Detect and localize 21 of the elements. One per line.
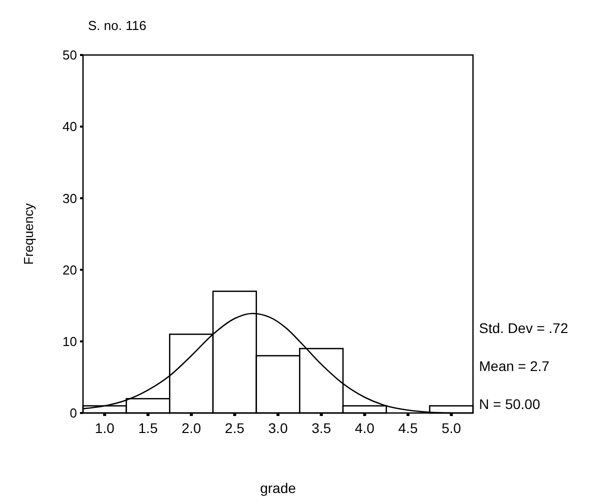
x-tick-label: 1.0 [94, 420, 115, 436]
x-tick-label: 2.5 [224, 420, 245, 436]
x-tick-label: 4.0 [354, 420, 375, 436]
text: N = 50.00 [479, 396, 540, 412]
x-tick-label: 3.0 [268, 420, 288, 436]
x-tick-label: 1.5 [138, 420, 158, 436]
y-tick-label: 30 [62, 190, 77, 206]
y-tick-label: 10 [62, 334, 77, 349]
y-tick-label: 20 [62, 262, 77, 278]
y-axis-title: Frequency [21, 202, 36, 265]
x-tick-label: 3.5 [312, 420, 332, 436]
x-tick-label: 4.5 [398, 420, 418, 436]
text: Mean = 2.7 [479, 358, 550, 374]
y-tick-label: 40 [62, 119, 77, 134]
y-tick-label: 0 [70, 406, 77, 421]
chart-title: S. no. 116 [88, 18, 146, 33]
x-tick-label: 2.0 [182, 420, 202, 436]
y-tick-label: 50 [62, 48, 77, 63]
x-tick-label: 5.0 [442, 420, 462, 436]
text: Std. Dev = .72 [479, 320, 568, 336]
x-axis-title: grade [260, 480, 296, 496]
